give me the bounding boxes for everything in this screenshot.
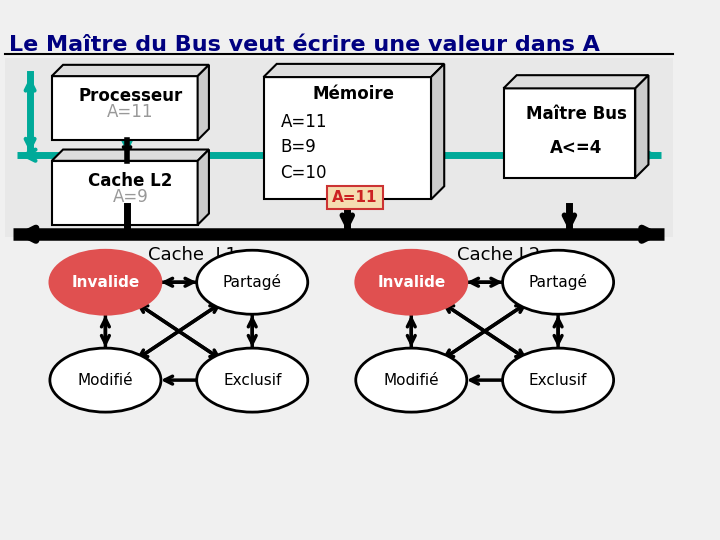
FancyBboxPatch shape	[264, 77, 431, 199]
Text: Mémoire: Mémoire	[313, 85, 395, 103]
Text: A=9: A=9	[112, 188, 148, 206]
Text: Modifié: Modifié	[384, 373, 439, 388]
Polygon shape	[635, 75, 649, 178]
Ellipse shape	[356, 250, 467, 314]
Text: Exclusif: Exclusif	[529, 373, 588, 388]
Text: C=10: C=10	[281, 164, 327, 181]
FancyBboxPatch shape	[327, 186, 383, 209]
Text: Invalide: Invalide	[71, 275, 140, 290]
Text: Partagé: Partagé	[528, 274, 588, 290]
Text: Processeur: Processeur	[78, 87, 182, 105]
Ellipse shape	[503, 250, 613, 314]
Ellipse shape	[503, 348, 613, 412]
Text: A=11: A=11	[107, 103, 153, 122]
FancyBboxPatch shape	[503, 89, 635, 178]
Polygon shape	[431, 64, 444, 199]
FancyBboxPatch shape	[5, 58, 673, 237]
Ellipse shape	[197, 250, 307, 314]
Polygon shape	[264, 64, 444, 77]
FancyBboxPatch shape	[52, 161, 198, 225]
Text: Cache L2: Cache L2	[457, 246, 541, 264]
Text: Cache  L1: Cache L1	[148, 246, 238, 264]
Text: Modifié: Modifié	[78, 373, 133, 388]
Text: Exclusif: Exclusif	[223, 373, 282, 388]
Ellipse shape	[197, 348, 307, 412]
Ellipse shape	[50, 250, 161, 314]
Polygon shape	[198, 65, 209, 140]
FancyBboxPatch shape	[52, 76, 198, 140]
Polygon shape	[52, 150, 209, 161]
Text: A<=4: A<=4	[550, 139, 602, 157]
Text: Invalide: Invalide	[377, 275, 446, 290]
Text: Cache L2: Cache L2	[88, 172, 173, 190]
Text: Le Maître du Bus veut écrire une valeur dans A: Le Maître du Bus veut écrire une valeur …	[9, 35, 600, 55]
Text: A=11: A=11	[281, 113, 327, 131]
Text: A=11: A=11	[332, 190, 377, 205]
Polygon shape	[503, 75, 649, 89]
Text: B=9: B=9	[281, 138, 316, 156]
Text: Maître Bus: Maître Bus	[526, 105, 626, 123]
Text: Partagé: Partagé	[222, 274, 282, 290]
Ellipse shape	[356, 348, 467, 412]
Ellipse shape	[50, 348, 161, 412]
Polygon shape	[52, 65, 209, 76]
Polygon shape	[198, 150, 209, 225]
